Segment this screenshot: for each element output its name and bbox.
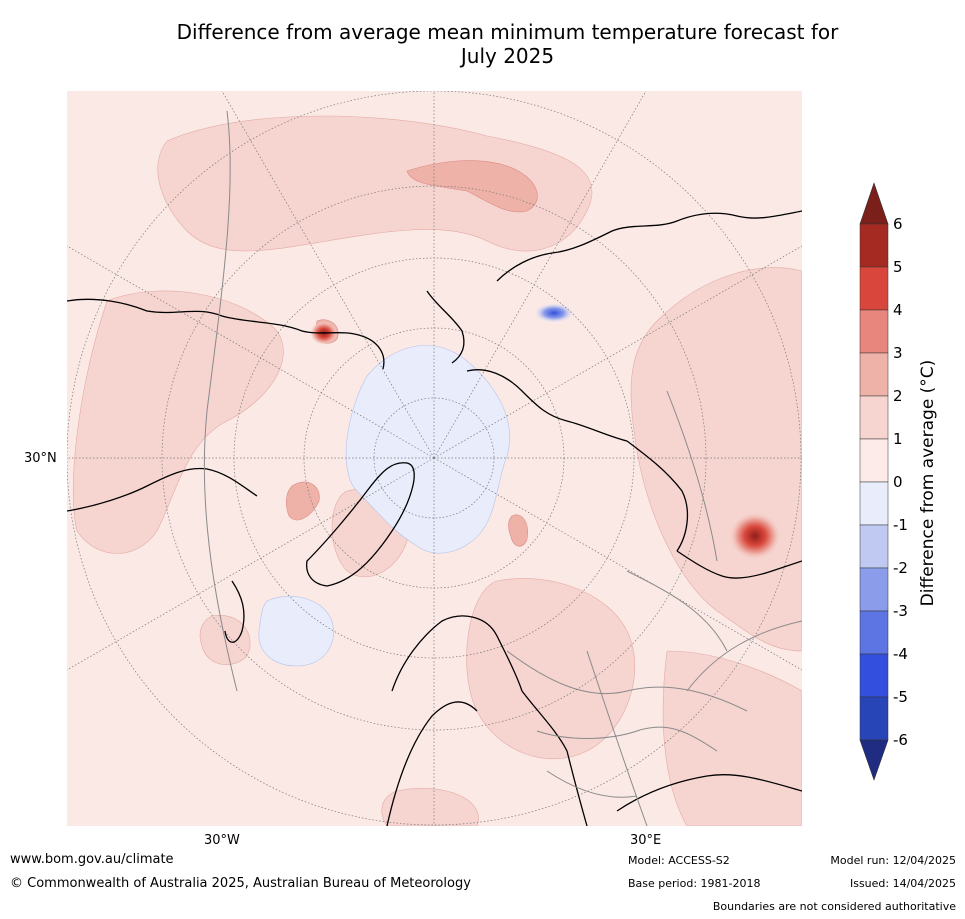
colorbar-segment [859, 223, 889, 268]
colorbar-tick-label: 5 [893, 258, 903, 276]
colorbar-tick-label: -2 [893, 559, 908, 577]
colorbar-tick-label: 1 [893, 430, 903, 448]
country-boundaries [203, 110, 802, 826]
arctic-cool-region [345, 345, 510, 554]
colorbar-segment [859, 266, 889, 311]
atlantic-cool-region [258, 595, 334, 667]
colorbar-segment [859, 438, 889, 483]
cold-spot-siberia [534, 303, 574, 323]
lon-label-30e: 30°E [630, 833, 662, 848]
colorbar-segment [859, 653, 889, 698]
footer-model: Model: ACCESS-S2 [628, 854, 730, 867]
colorbar-over-arrow [859, 182, 889, 225]
footer-issued: Issued: 14/04/2025 [849, 877, 956, 890]
footer-boundaries: Boundaries are not considered authoritat… [712, 900, 956, 913]
colorbar-tick-label: -5 [893, 688, 908, 706]
colorbar-tick-label: 6 [893, 215, 903, 233]
colorbar-tick-label: 4 [893, 301, 903, 319]
colorbar-under-arrow [859, 739, 889, 781]
lon-label-30w: 30°W [204, 833, 240, 848]
colorbar [855, 180, 965, 785]
colorbar-svg [859, 182, 889, 781]
anomaly-1-to-2-regions [72, 115, 802, 826]
chart-title: Difference from average mean minimum tem… [60, 20, 955, 68]
colorbar-title-text: Difference from average (°C) [918, 359, 938, 607]
lat-label-30n: 30°N [24, 451, 57, 466]
footer-copyright: © Commonwealth of Australia 2025, Austra… [10, 876, 471, 891]
colorbar-segment [859, 481, 889, 526]
title-line-1: Difference from average mean minimum tem… [176, 20, 839, 44]
footer-model-run: Model run: 12/04/2025 [830, 854, 956, 867]
colorbar-segment [859, 309, 889, 354]
colorbar-tick-label: -1 [893, 516, 908, 534]
coastlines [67, 210, 802, 826]
colorbar-segment [859, 352, 889, 397]
map-canvas [67, 91, 802, 826]
forecast-map [67, 91, 802, 826]
colorbar-segment [859, 524, 889, 569]
anomaly-2-to-3-regions [286, 160, 538, 547]
footer-url[interactable]: www.bom.gov.au/climate [10, 852, 174, 867]
colorbar-tick-label: 3 [893, 344, 903, 362]
hot-spot-east-asia [729, 512, 781, 560]
colorbar-segment [859, 696, 889, 741]
graticule [67, 91, 802, 826]
colorbar-tick-label: -4 [893, 645, 908, 663]
colorbar-tick-label: 0 [893, 473, 903, 491]
colorbar-tick-label: 2 [893, 387, 903, 405]
colorbar-tick-label: -3 [893, 602, 908, 620]
colorbar-tick-label: -6 [893, 731, 908, 749]
colorbar-segment [859, 610, 889, 655]
title-line-2: July 2025 [460, 44, 555, 68]
footer-base-period: Base period: 1981-2018 [628, 877, 761, 890]
colorbar-segment [859, 395, 889, 440]
colorbar-segment [859, 567, 889, 612]
